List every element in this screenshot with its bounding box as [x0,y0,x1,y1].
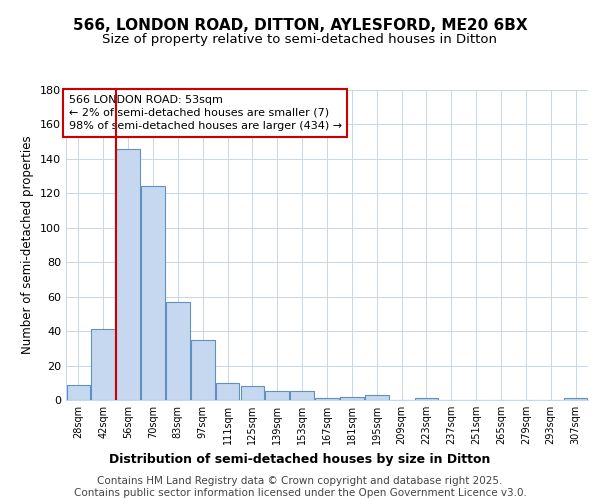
Text: Size of property relative to semi-detached houses in Ditton: Size of property relative to semi-detach… [103,32,497,46]
Bar [415,398,438,400]
Bar [166,302,190,400]
Text: 566, LONDON ROAD, DITTON, AYLESFORD, ME20 6BX: 566, LONDON ROAD, DITTON, AYLESFORD, ME2… [73,18,527,32]
Bar [91,330,115,400]
Bar [265,392,289,400]
Bar [564,398,587,400]
Text: 566 LONDON ROAD: 53sqm
← 2% of semi-detached houses are smaller (7)
98% of semi-: 566 LONDON ROAD: 53sqm ← 2% of semi-deta… [68,94,342,131]
Bar [241,386,264,400]
Bar [315,398,339,400]
Text: Distribution of semi-detached houses by size in Ditton: Distribution of semi-detached houses by … [109,452,491,466]
Text: Contains HM Land Registry data © Crown copyright and database right 2025.
Contai: Contains HM Land Registry data © Crown c… [74,476,526,498]
Bar [116,148,140,400]
Bar [191,340,215,400]
Y-axis label: Number of semi-detached properties: Number of semi-detached properties [22,136,34,354]
Bar [290,392,314,400]
Bar [141,186,165,400]
Bar [340,396,364,400]
Bar [216,383,239,400]
Bar [365,395,389,400]
Bar [67,384,90,400]
